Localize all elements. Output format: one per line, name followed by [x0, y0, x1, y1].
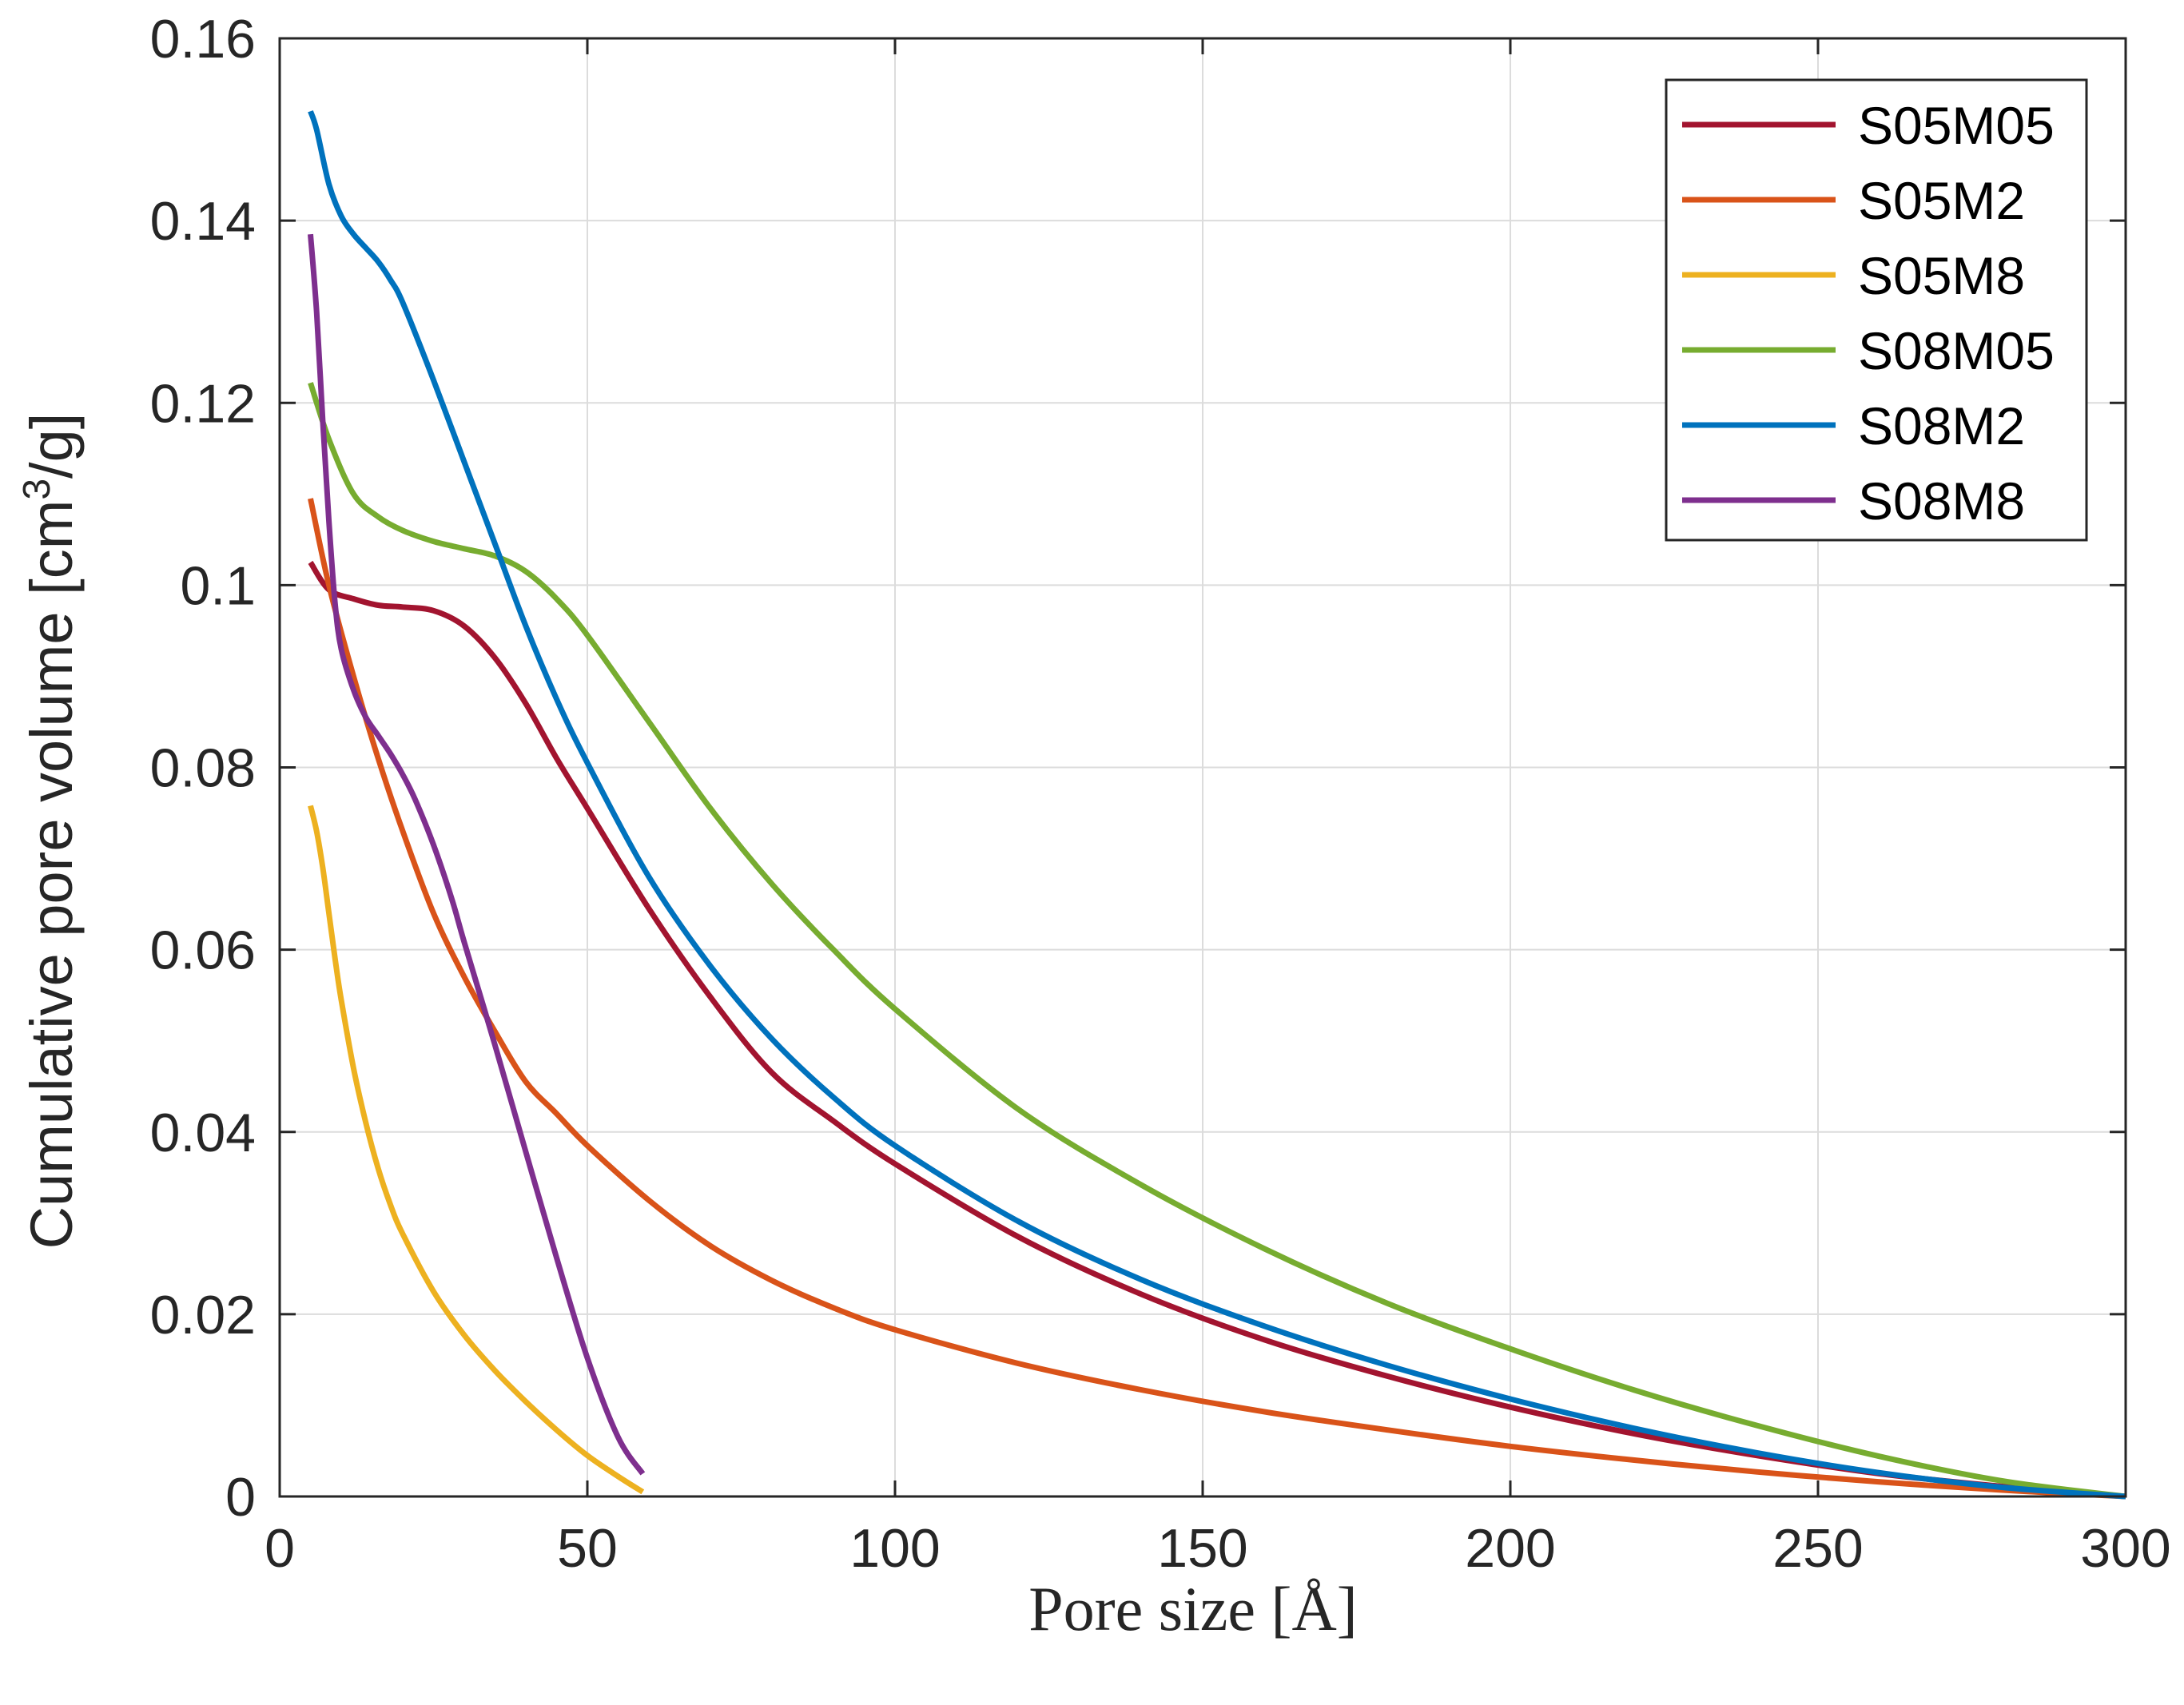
- y-tick-label: 0.1: [180, 555, 256, 616]
- series-line-s05m8: [308, 805, 645, 1495]
- legend-items: S05M05 S05M2 S05M8 S08M05 S08M2 S08M8: [1682, 96, 2055, 531]
- y-tick-label: 0.04: [150, 1103, 256, 1163]
- series-line-s05m05: [308, 560, 2126, 1500]
- x-tick-label: 200: [1465, 1518, 1555, 1579]
- legend-label-s08m05: S08M05: [1858, 321, 2055, 380]
- series-line-s08m2: [308, 110, 2126, 1500]
- y-axis-title-main: Cumulative pore volume [cm: [18, 500, 85, 1250]
- x-tick-label: 50: [557, 1518, 618, 1579]
- legend: S05M05 S05M2 S05M8 S08M05 S08M2 S08M8: [1665, 78, 2088, 542]
- y-tick-label: 0.16: [150, 9, 256, 70]
- plot-frame: [278, 37, 2127, 1498]
- legend-label-s05m8: S05M8: [1858, 246, 2025, 305]
- y-tick-label: 0.08: [150, 738, 256, 799]
- series-line-s08m8: [308, 233, 646, 1476]
- y-axis-title-suffix: /g]: [18, 413, 85, 479]
- legend-label-s05m05: S05M05: [1858, 96, 2055, 155]
- x-tick-label: 300: [2080, 1518, 2170, 1579]
- x-axis-title: Pore size [Å]: [1028, 1574, 1358, 1643]
- series-line-s05m2: [308, 498, 2126, 1500]
- series-line-s08m05: [308, 382, 2126, 1500]
- y-tick-label: 0.02: [150, 1285, 256, 1345]
- y-tick-label: 0.14: [150, 191, 256, 252]
- y-tick-label: 0.12: [150, 373, 256, 434]
- y-tick-label: 0.06: [150, 920, 256, 981]
- x-tick-label: 150: [1157, 1518, 1247, 1579]
- tick-labels: 0 50 100 150 200 250 300 0 0.02 0.04 0.06 0.08 0.1 0.…: [150, 9, 2171, 1579]
- legend-label-s08m2: S08M2: [1858, 396, 2025, 455]
- legend-label-s05m2: S05M2: [1858, 171, 2025, 230]
- y-axis-title: Cumulative pore volume [cm3/g]: [16, 413, 85, 1250]
- x-tick-label: 100: [849, 1518, 940, 1579]
- legend-box: [1665, 78, 2088, 542]
- series-group: [308, 110, 2126, 1500]
- x-tick-label: 250: [1772, 1518, 1863, 1579]
- y-tick-label: 0: [225, 1467, 256, 1528]
- legend-label-s08m8: S08M8: [1858, 471, 2025, 531]
- axes: [278, 37, 2127, 1498]
- x-tick-label: 0: [265, 1518, 295, 1579]
- y-axis-title-sup: 3: [16, 479, 58, 500]
